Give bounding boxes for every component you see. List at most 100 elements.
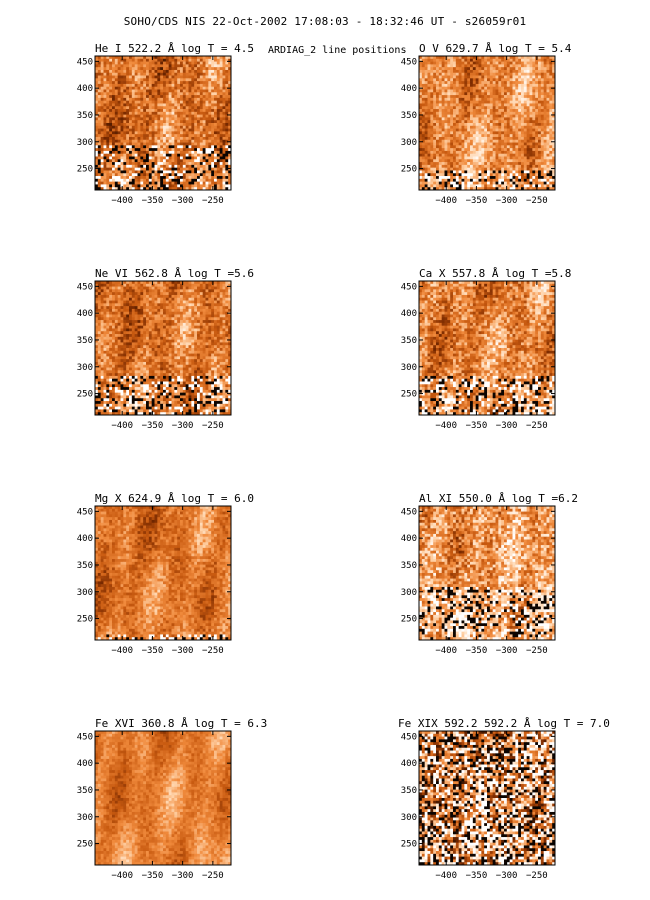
heatmap-plot: −400 −350 −300 −250 250 300 350 400 450 [77,280,232,431]
heatmap-cells [95,506,232,641]
panel-title: Fe XVI 360.8 Å log T = 6.3 [95,717,268,730]
x-tick-label: −350 [142,421,164,431]
panel-ne-vi: Ne VI 562.8 Å log T =5.6 −400 −350 −300 −25… [77,267,280,447]
y-tick-label: 450 [77,732,93,742]
heatmap-cells [419,506,556,641]
y-tick-label: 250 [401,615,417,625]
y-tick-label: 300 [77,813,93,823]
x-tick-label: −300 [496,421,518,431]
x-tick-label: −300 [496,871,518,881]
x-tick-label: −400 [435,196,457,206]
y-tick-label: 250 [77,165,93,175]
y-tick-label: 400 [401,84,417,94]
panel-title: Ca X 557.8 Å log T =5.8 [419,267,572,280]
y-tick-label: 350 [401,336,417,346]
y-tick-label: 450 [401,57,417,67]
y-tick-label: 450 [401,507,417,517]
panel-title: O V 629.7 Å log T = 5.4 [419,42,572,55]
heatmap-plot: −400 −350 −300 −250 250 300 350 400 450 [77,730,232,881]
heatmap-cells [419,281,556,416]
panel-fe-xvi: Fe XVI 360.8 Å log T = 6.3 −400 −350 −300−… [77,717,280,897]
heatmap-plot: −400 −350 −300 −250 250 300 350 400 450 [401,730,556,881]
panel-mg-x: Mg X 624.9 Å log T = 6.0 −400 −350 −300 −25… [77,492,280,672]
heatmap-cells [95,731,232,866]
x-tick-label: −400 [435,646,457,656]
panel-ca-x: Ca X 557.8 Å log T =5.8 −400 −350 −300 −250… [401,267,604,447]
panel-fe-xix: Fe XIX 592.2 592.2 Å log T = 7.0 −400 −35… [398,717,610,897]
x-tick-label: −400 [111,646,133,656]
panel-title: Mg X 624.9 Å log T = 6.0 [95,492,254,505]
x-tick-label: −250 [526,646,548,656]
y-tick-label: 450 [77,57,93,67]
y-tick-label: 300 [401,363,417,373]
heatmap-cells [419,56,556,191]
y-tick-label: 350 [401,786,417,796]
panel-o-v: O V 629.7 Å log T = 5.4 −400 −350 −300 −250… [401,42,604,222]
y-tick-label: 400 [401,759,417,769]
y-tick-label: 300 [77,138,93,148]
panel-he-i: He I 522.2 Å log T = 4.5 −400 −350 −300 −25… [77,42,280,222]
y-tick-label: 450 [401,282,417,292]
heatmap-cells [419,731,556,866]
y-tick-label: 400 [77,534,93,544]
y-tick-label: 300 [77,363,93,373]
x-tick-label: −350 [142,871,164,881]
x-tick-label: −350 [466,646,488,656]
y-tick-label: 300 [401,588,417,598]
y-tick-label: 400 [77,84,93,94]
plot-frame [418,55,556,191]
heatmap-plot: −400 −350 −300 −250 250 300 350 400 450 [77,55,232,206]
x-tick-label: −300 [496,646,518,656]
y-tick-label: 350 [77,336,93,346]
y-tick-label: 400 [77,309,93,319]
x-tick-label: −300 [172,646,194,656]
heatmap-cells [95,56,232,191]
x-tick-label: −250 [202,871,224,881]
panel-al-xi: Al XI 550.0 Å log T =6.2 −400 −350 −300 −25… [401,492,604,672]
x-tick-label: −250 [526,871,548,881]
x-tick-label: −400 [111,421,133,431]
y-tick-label: 300 [77,588,93,598]
y-tick-label: 450 [77,282,93,292]
panel-title: Al XI 550.0 Å log T =6.2 [419,492,578,505]
x-tick-label: −400 [111,196,133,206]
y-tick-label: 350 [401,561,417,571]
y-tick-label: 350 [77,111,93,121]
plot-frame [94,280,232,416]
y-tick-label: 350 [77,561,93,571]
x-tick-label: −250 [202,196,224,206]
y-tick-label: 250 [77,840,93,850]
x-tick-label: −300 [172,871,194,881]
x-tick-label: −250 [202,646,224,656]
y-tick-label: 400 [401,309,417,319]
x-tick-label: −350 [466,421,488,431]
x-tick-label: −300 [172,421,194,431]
y-tick-label: 350 [401,111,417,121]
y-tick-label: 300 [401,138,417,148]
y-tick-label: 300 [401,813,417,823]
y-tick-label: 250 [401,390,417,400]
plot-frame [418,505,556,641]
plot-frame [94,730,232,866]
y-tick-label: 450 [77,507,93,517]
x-tick-label: −250 [202,421,224,431]
heatmap-plot: −400 −350 −300 −250 250 300 350 400 450 [77,505,232,656]
plot-frame [94,505,232,641]
y-tick-label: 250 [401,165,417,175]
y-tick-label: 350 [77,786,93,796]
x-tick-label: −400 [111,871,133,881]
x-tick-label: −350 [466,871,488,881]
plot-frame [418,280,556,416]
plot-frame [418,730,556,866]
x-tick-label: −350 [466,196,488,206]
plot-frame [94,55,232,191]
x-tick-label: −350 [142,196,164,206]
y-tick-label: 250 [401,840,417,850]
heatmap-cells [95,281,232,416]
y-tick-label: 400 [401,534,417,544]
y-tick-label: 250 [77,615,93,625]
heatmap-plot: −400 −350 −300 −250 250 300 350 400 450 [401,55,556,206]
x-tick-label: −300 [496,196,518,206]
x-tick-label: −400 [435,421,457,431]
y-tick-label: 450 [401,732,417,742]
